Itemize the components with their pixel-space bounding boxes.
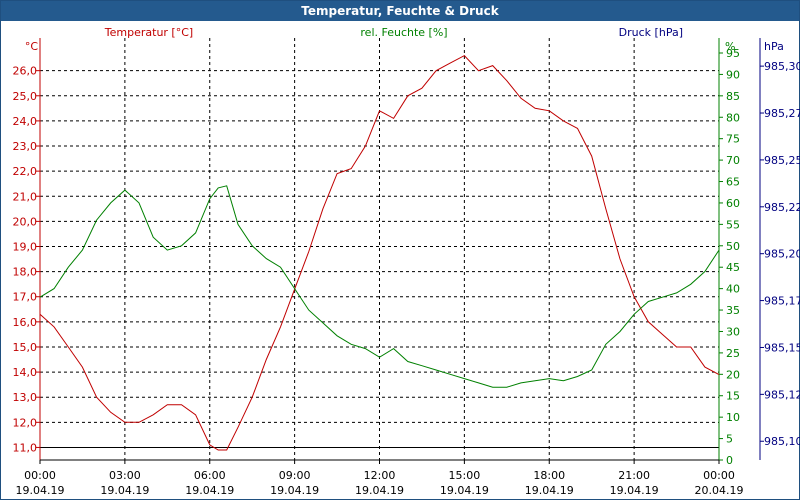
- temperature-tick-label: 26,0: [13, 65, 38, 78]
- x-tick-date-label: 19.04.19: [440, 484, 489, 497]
- temperature-tick-label: 12,0: [13, 416, 38, 429]
- pressure-axis-label: Druck [hPa]: [619, 26, 683, 39]
- x-tick-time-label: 00:00: [24, 469, 56, 482]
- temperature-tick-label: 20,0: [13, 215, 38, 228]
- humidity-tick-label: 60: [726, 197, 740, 210]
- x-tick-time-label: 18:00: [533, 469, 565, 482]
- temperature-tick-label: 24,0: [13, 115, 38, 128]
- grid: [40, 38, 719, 460]
- humidity-tick-label: 15: [726, 390, 740, 403]
- x-tick-date-label: 19.04.19: [610, 484, 659, 497]
- humidity-unit-label: %: [725, 40, 735, 53]
- temperature-tick-label: 16,0: [13, 316, 38, 329]
- humidity-tick-label: 25: [726, 347, 740, 360]
- temperature-unit-label: °C: [25, 40, 39, 53]
- humidity-tick-label: 80: [726, 111, 740, 124]
- humidity-tick-label: 35: [726, 304, 740, 317]
- x-tick-time-label: 21:00: [618, 469, 650, 482]
- humidity-tick-label: 40: [726, 283, 740, 296]
- humidity-tick-label: 0: [726, 454, 733, 467]
- labels: 11,0 12,0 13,0 14,0 15,0 16,0 17,0 18,0 19,0 20,0…: [13, 26, 800, 497]
- humidity-tick-label: 30: [726, 325, 740, 338]
- humidity-tick-label: 45: [726, 261, 740, 274]
- x-tick-date-label: 19.04.19: [525, 484, 574, 497]
- humidity-tick-label: 85: [726, 90, 740, 103]
- x-tick-time-label: 15:00: [449, 469, 481, 482]
- humidity-series-line: [39, 185, 720, 388]
- pressure-tick-label: 985,12: [764, 388, 800, 401]
- pressure-tick-label: 985,27: [764, 107, 800, 120]
- pressure-tick-label: 985,10: [764, 435, 800, 448]
- x-tick-time-label: 09:00: [279, 469, 311, 482]
- x-tick-time-label: 03:00: [109, 469, 141, 482]
- pressure-tick-label: 985,25: [764, 154, 800, 167]
- temperature-tick-label: 11,0: [13, 441, 38, 454]
- temperature-tick-label: 13,0: [13, 391, 38, 404]
- pressure-tick-label: 985,22: [764, 201, 800, 214]
- humidity-tick-label: 75: [726, 133, 740, 146]
- humidity-tick-label: 50: [726, 240, 740, 253]
- x-tick-time-label: 12:00: [364, 469, 396, 482]
- temperature-tick-label: 19,0: [13, 240, 38, 253]
- temperature-tick-label: 22,0: [13, 165, 38, 178]
- x-tick-date-label: 19.04.19: [16, 484, 65, 497]
- humidity-tick-label: 10: [726, 411, 740, 424]
- pressure-tick-label: 985,17: [764, 295, 800, 308]
- humidity-tick-label: 95: [726, 47, 740, 60]
- temperature-tick-label: 21,0: [13, 190, 38, 203]
- axes: [36, 38, 764, 464]
- pressure-tick-label: 985,30: [764, 60, 800, 73]
- pressure-tick-label: 985,20: [764, 248, 800, 261]
- x-tick-date-label: 19.04.19: [270, 484, 319, 497]
- humidity-tick-label: 20: [726, 368, 740, 381]
- humidity-tick-label: 55: [726, 218, 740, 231]
- series: [39, 54, 720, 451]
- temperature-axis-label: Temperatur [°C]: [104, 26, 193, 39]
- x-tick-time-label: 06:00: [194, 469, 226, 482]
- humidity-tick-label: 65: [726, 176, 740, 189]
- pressure-unit-label: hPa: [764, 40, 784, 53]
- humidity-tick-label: 90: [726, 68, 740, 81]
- humidity-tick-label: 70: [726, 154, 740, 167]
- temperature-tick-label: 23,0: [13, 140, 38, 153]
- x-tick-date-label: 20.04.19: [695, 484, 744, 497]
- temperature-tick-label: 14,0: [13, 366, 38, 379]
- window-title: Temperatur, Feuchte & Druck: [1, 1, 799, 21]
- temperature-tick-label: 17,0: [13, 291, 38, 304]
- x-tick-date-label: 19.04.19: [100, 484, 149, 497]
- pressure-tick-label: 985,15: [764, 341, 800, 354]
- temperature-tick-label: 15,0: [13, 341, 38, 354]
- temperature-tick-label: 25,0: [13, 90, 38, 103]
- x-tick-date-label: 19.04.19: [355, 484, 404, 497]
- x-tick-date-label: 19.04.19: [185, 484, 234, 497]
- temperature-series-line: [39, 54, 720, 451]
- humidity-axis-label: rel. Feuchte [%]: [360, 26, 447, 39]
- humidity-tick-label: 5: [726, 433, 733, 446]
- temperature-tick-label: 18,0: [13, 266, 38, 279]
- x-tick-time-label: 00:00: [703, 469, 735, 482]
